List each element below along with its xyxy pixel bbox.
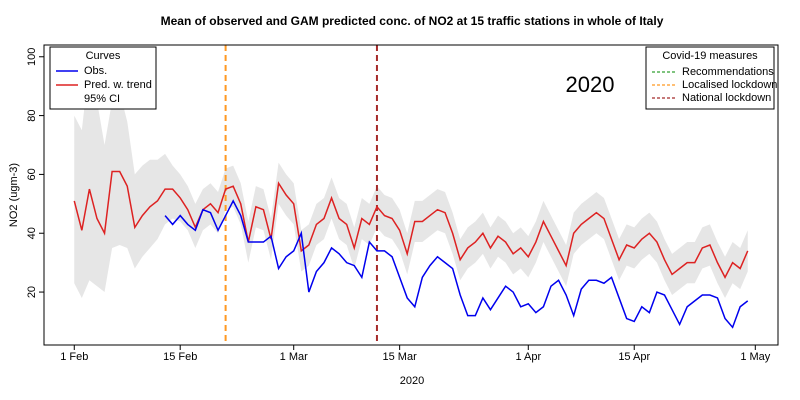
series-line <box>164 199 749 329</box>
x-tick-label: 1 Mar <box>280 351 308 363</box>
legend-label: 95% CI <box>84 93 120 105</box>
x-tick-label: 1 May <box>740 351 770 363</box>
y-tick-label: 40 <box>26 227 38 239</box>
legend-label: Obs. <box>84 65 107 77</box>
x-axis-label: 2020 <box>400 375 424 387</box>
x-tick-label: 15 Feb <box>163 351 197 363</box>
measures-legend-title: Covid-19 measures <box>662 50 758 62</box>
measures-legend-box <box>645 46 775 110</box>
y-tick-label: 80 <box>26 109 38 121</box>
x-tick-label: 15 Apr <box>618 351 650 363</box>
legend-title: Curves <box>86 50 121 62</box>
series-line <box>73 170 749 279</box>
ci-band <box>74 62 748 298</box>
y-axis-label: NO2 (ugm-3) <box>8 163 20 227</box>
x-tick-label: 1 Feb <box>60 351 88 363</box>
x-tick-label: 15 Mar <box>383 351 418 363</box>
legend-label: Pred. w. trend <box>84 79 152 91</box>
measures-legend-label: Localised lockdown <box>682 79 777 91</box>
y-tick-label: 60 <box>26 168 38 180</box>
y-tick-label: 20 <box>26 286 38 298</box>
annotation: 2020 <box>566 72 615 97</box>
measures-legend-label: National lockdown <box>682 92 771 104</box>
legend-box <box>49 46 157 110</box>
measures-legend-label: Recommendations <box>682 66 774 78</box>
y-tick-label: 100 <box>26 48 38 66</box>
x-tick-label: 1 Apr <box>515 351 541 363</box>
plot-area <box>73 45 749 345</box>
chart-title: Mean of observed and GAM predicted conc.… <box>161 14 664 28</box>
plot-frame <box>43 44 779 346</box>
